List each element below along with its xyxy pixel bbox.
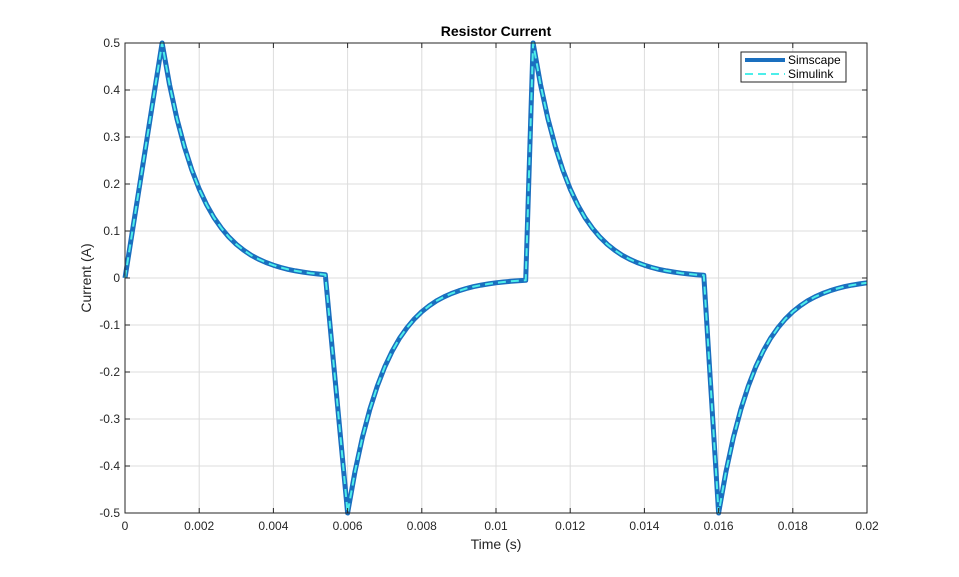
x-tick-label: 0: [122, 519, 129, 533]
x-tick-label: 0.016: [704, 519, 734, 533]
y-axis-label: Current (A): [78, 243, 94, 312]
x-tick-label: 0.002: [184, 519, 214, 533]
y-tick-label: -0.1: [99, 318, 120, 332]
y-tick-label: -0.3: [99, 412, 120, 426]
legend-label-simscape: Simscape: [788, 53, 841, 67]
series-lines: [122, 40, 868, 516]
y-tick-label: -0.5: [99, 506, 120, 520]
y-tick-label: 0.5: [103, 36, 120, 50]
y-tick-label: 0: [113, 271, 120, 285]
x-tick-label: 0.018: [778, 519, 808, 533]
legend: Simscape Simulink: [740, 51, 847, 83]
y-tick-label: 0.2: [103, 177, 120, 191]
chart-title: Resistor Current: [441, 23, 552, 39]
x-tick-label: 0.004: [258, 519, 288, 533]
x-tick-label: 0.02: [855, 519, 879, 533]
y-tick-label: -0.4: [99, 459, 120, 473]
x-tick-label: 0.012: [555, 519, 585, 533]
legend-label-simulink: Simulink: [788, 67, 834, 81]
y-tick-label: 0.3: [103, 130, 120, 144]
x-tick-label: 0.006: [333, 519, 363, 533]
grid: [124, 42, 868, 514]
y-tick-label: 0.1: [103, 224, 120, 238]
y-tick-label: -0.2: [99, 365, 120, 379]
series-line-simulink: [124, 42, 868, 514]
x-tick-label: 0.01: [484, 519, 508, 533]
x-axis-label: Time (s): [471, 536, 522, 552]
x-tick-label: 0.014: [629, 519, 659, 533]
legend-box: [740, 51, 847, 83]
x-tick-label: 0.008: [407, 519, 437, 533]
ticks: 0 0.002 0.004 0.006 0.008 0.01 0.012 0.014 0.016…: [99, 36, 879, 533]
y-tick-label: 0.4: [103, 83, 120, 97]
